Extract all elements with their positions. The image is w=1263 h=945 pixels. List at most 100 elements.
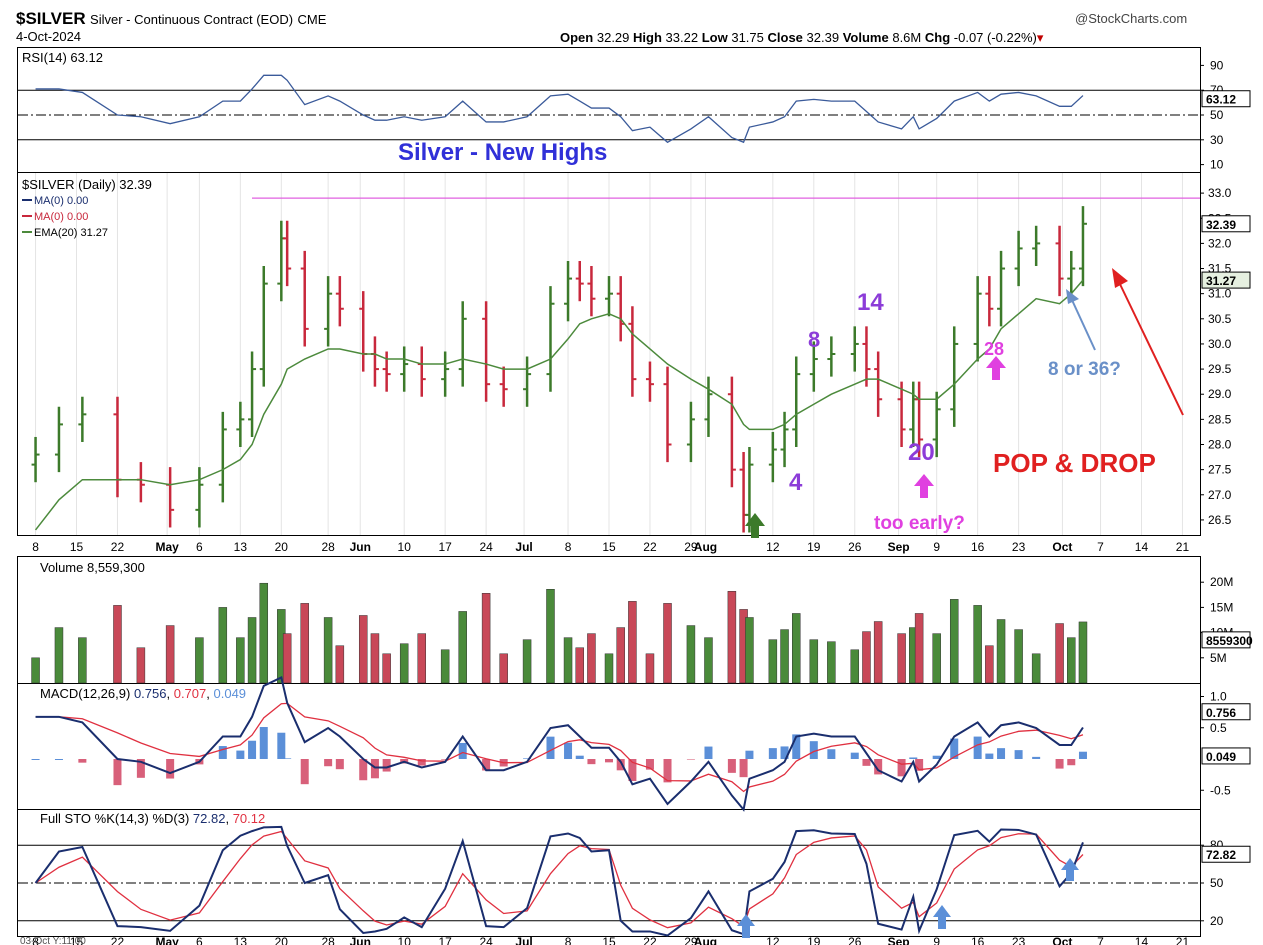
- volume-bar: [973, 605, 982, 684]
- x-axis-label: 28: [321, 540, 335, 554]
- volume-bar: [1031, 653, 1041, 684]
- volume-legend: Volume 8,559,300: [40, 560, 145, 575]
- volume-bar: [282, 633, 292, 684]
- volume-bar: [546, 589, 555, 684]
- volume-bar: [616, 627, 625, 684]
- macd-tick-label: 1.0: [1210, 690, 1227, 704]
- sto-legend: Full STO %K(14,3) %D(3) 72.82, 70.12: [40, 811, 265, 826]
- volume-bar: [897, 633, 906, 684]
- macd-histogram-bar: [113, 759, 122, 786]
- high-label: High: [633, 30, 662, 45]
- x-axis-label-bottom: 16: [971, 935, 985, 945]
- price-tick-label: 29.5: [1208, 362, 1232, 376]
- x-axis-label-bottom: 17: [438, 935, 452, 945]
- volume-bar: [335, 645, 345, 684]
- macd-histogram-bar: [862, 759, 871, 766]
- x-axis-label: 8: [565, 540, 572, 554]
- x-axis-label: 15: [70, 540, 84, 554]
- x-axis-label-bottom: 7: [1097, 935, 1104, 945]
- macd-histogram-bar: [985, 753, 994, 759]
- x-axis-label-bottom: 29: [684, 935, 698, 945]
- macd-signal-line: [35, 702, 1084, 793]
- macd-histogram-bar: [932, 755, 941, 759]
- open-label: Open: [560, 30, 594, 45]
- x-axis-label: 16: [971, 540, 985, 554]
- price-tick-label: 33.0: [1208, 186, 1232, 200]
- blue-up-arrow-icon-2: [933, 905, 951, 929]
- low-label: Low: [701, 30, 728, 45]
- x-axis-label: Oct: [1052, 540, 1072, 554]
- macd-hist-tag-text: 0.049: [1206, 750, 1236, 764]
- macd-histogram-bar: [523, 758, 532, 759]
- volume-bar: [575, 647, 584, 684]
- x-axis-label: 17: [438, 540, 452, 554]
- macd-histogram-bar: [587, 759, 596, 765]
- chg-value: -0.07 (-0.22%): [953, 30, 1037, 45]
- macd-panel: [17, 683, 1201, 810]
- macd-histogram-bar: [605, 759, 613, 763]
- volume-bar: [768, 639, 778, 684]
- annotation-8: 8: [808, 327, 820, 352]
- macd-histogram-bar: [616, 759, 625, 771]
- macd-value-tag-text: 0.756: [1206, 706, 1236, 720]
- x-axis-label: 13: [234, 540, 248, 554]
- macd-histogram-bar: [1032, 756, 1041, 759]
- macd-legend-v1: 0.756: [134, 686, 167, 701]
- volume-bar: [218, 607, 228, 684]
- volume-bar: [1078, 621, 1088, 684]
- volume-bar: [165, 625, 175, 684]
- volume-bar: [236, 637, 245, 684]
- x-axis-label-bottom: 26: [848, 935, 862, 945]
- macd-histogram-bar: [166, 759, 175, 779]
- chg-label: Chg: [924, 30, 951, 45]
- magenta-up-arrow-icon: [986, 356, 1006, 380]
- macd-histogram-bar: [300, 759, 309, 785]
- macd-histogram-bar: [259, 727, 268, 759]
- macd-histogram-bar: [441, 759, 450, 760]
- sto-value-tag-text: 72.82: [1206, 848, 1236, 862]
- volume-bar: [259, 582, 269, 684]
- macd-histogram-bar: [704, 746, 713, 759]
- red-arrow-line: [1117, 279, 1184, 416]
- volume-bar: [686, 625, 696, 684]
- volume-bar: [850, 649, 860, 684]
- annotation-20: 20: [908, 439, 935, 466]
- sto-panel: [17, 809, 1201, 937]
- macd-hist-tag: 0.049: [1201, 747, 1251, 765]
- x-axis-label: 6: [196, 540, 203, 554]
- x-axis-label: 8: [32, 540, 39, 554]
- volume-bar: [522, 639, 532, 684]
- volume-bar: [54, 627, 64, 684]
- x-axis-label: 10: [398, 540, 412, 554]
- volume-tick-label: 20M: [1210, 575, 1233, 589]
- macd-histogram-bar: [645, 759, 654, 770]
- x-axis-label-bottom: 21: [1176, 935, 1190, 945]
- low-value: 31.75: [731, 30, 764, 45]
- volume-value-tag-box: [1201, 631, 1251, 649]
- high-value: 33.22: [665, 30, 699, 45]
- price-tick-label: 32.0: [1208, 236, 1232, 250]
- macd-histogram-bar: [850, 752, 859, 759]
- chart-title: Silver - New Highs: [398, 139, 607, 166]
- x-axis-label-bottom: 28: [321, 935, 335, 945]
- x-axis-label-bottom: 8: [565, 935, 572, 945]
- volume-bar: [827, 641, 836, 684]
- macd-tick-label: -0.5: [1210, 783, 1231, 797]
- annotation-28: 28: [984, 339, 1004, 359]
- rsi-panel: [17, 47, 1201, 173]
- x-axis-label: Jul: [515, 540, 532, 554]
- volume-bar: [1014, 629, 1023, 684]
- blue-arrow-line: [1071, 299, 1096, 351]
- sto-footer: 03-Oct Y:11.00: [20, 936, 86, 945]
- x-axis-label: 29: [684, 540, 698, 554]
- annotation-4: 4: [789, 469, 803, 496]
- x-axis-label: May: [155, 540, 179, 554]
- macd-histogram-bar: [417, 759, 426, 766]
- green-up-arrow-icon: [745, 513, 765, 538]
- x-axis-label-bottom: 24: [479, 935, 493, 945]
- sto-legend-name: Full STO %K(14,3) %D(3): [40, 811, 189, 826]
- volume-bar: [704, 637, 713, 684]
- volume-bar: [382, 653, 391, 684]
- macd-line: [35, 675, 1084, 812]
